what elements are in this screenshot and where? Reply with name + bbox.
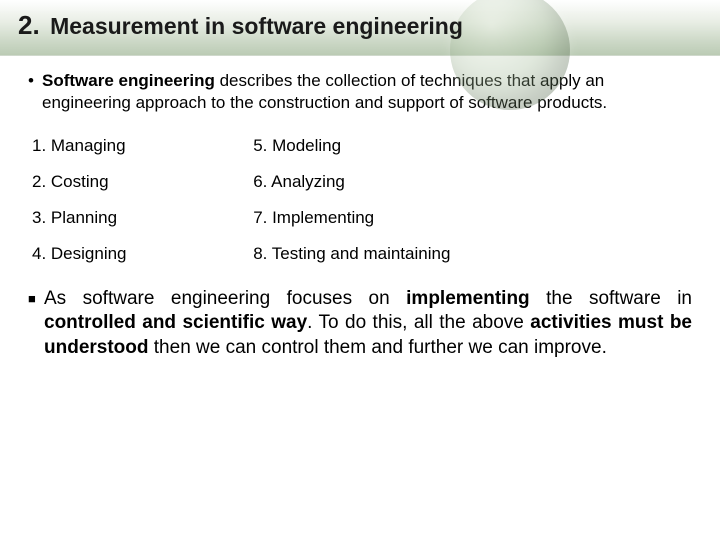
summary-mid1: the software in [530,288,692,309]
summary-b2: controlled and scientific way [44,312,307,333]
activity-left: 1. Managing [28,128,249,164]
title-band: 2. Measurement in software engineering [0,0,720,56]
heading-number: 2. [18,10,40,40]
summary-pre: As software engineering focuses on [44,288,406,309]
activity-left: 4. Designing [28,236,249,272]
bullet-dot-icon: • [28,70,42,114]
summary-text: As software engineering focuses on imple… [44,287,692,361]
intro-bold-lead: Software engineering [42,71,215,90]
summary-paragraph: ■ As software engineering focuses on imp… [28,287,692,361]
heading-title: Measurement in software engineering [50,13,463,39]
activity-right: 6. Analyzing [249,164,692,200]
table-row: 1. Managing5. Modeling [28,128,692,164]
summary-post: then we can control them and further we … [149,337,607,358]
summary-mid2: . To do this, all the above [307,312,530,333]
activity-left: 3. Planning [28,200,249,236]
activity-right: 8. Testing and maintaining [249,236,692,272]
slide-content: • Software engineering describes the col… [0,56,720,361]
bullet-square-icon: ■ [28,287,44,361]
table-row: 3. Planning7. Implementing [28,200,692,236]
intro-paragraph: • Software engineering describes the col… [28,70,692,114]
activity-left: 2. Costing [28,164,249,200]
summary-b1: implementing [406,288,530,309]
activities-table: 1. Managing5. Modeling2. Costing6. Analy… [28,128,692,272]
intro-text: Software engineering describes the colle… [42,70,692,114]
table-row: 2. Costing6. Analyzing [28,164,692,200]
table-row: 4. Designing8. Testing and maintaining [28,236,692,272]
slide-heading: 2. Measurement in software engineering [18,10,463,41]
activity-right: 5. Modeling [249,128,692,164]
activity-right: 7. Implementing [249,200,692,236]
